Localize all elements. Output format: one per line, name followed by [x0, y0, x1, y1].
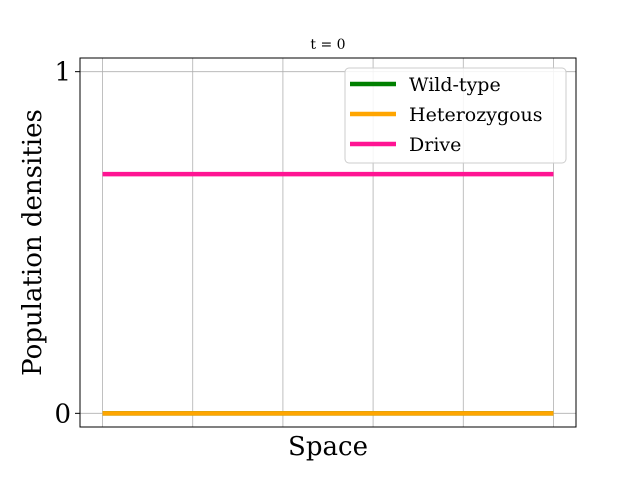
legend-label-drive: Drive	[409, 134, 461, 156]
y-axis-label: Population densities	[18, 109, 48, 376]
plot-frame	[79, 57, 577, 428]
legend-box	[344, 67, 567, 164]
y-ticks: 01	[54, 58, 80, 429]
legend-label-wild-type: Wild-type	[409, 74, 501, 96]
chart-title: t = 0	[310, 37, 345, 53]
legend: Wild-type Heterozygous Drive	[344, 67, 567, 164]
y-tick-label-1: 1	[54, 58, 71, 88]
series-lines	[102, 171, 554, 416]
y-tick-label-0: 0	[54, 399, 71, 429]
x-axis-label: Space	[288, 432, 368, 462]
legend-label-heterozygous: Heterozygous	[409, 104, 543, 126]
